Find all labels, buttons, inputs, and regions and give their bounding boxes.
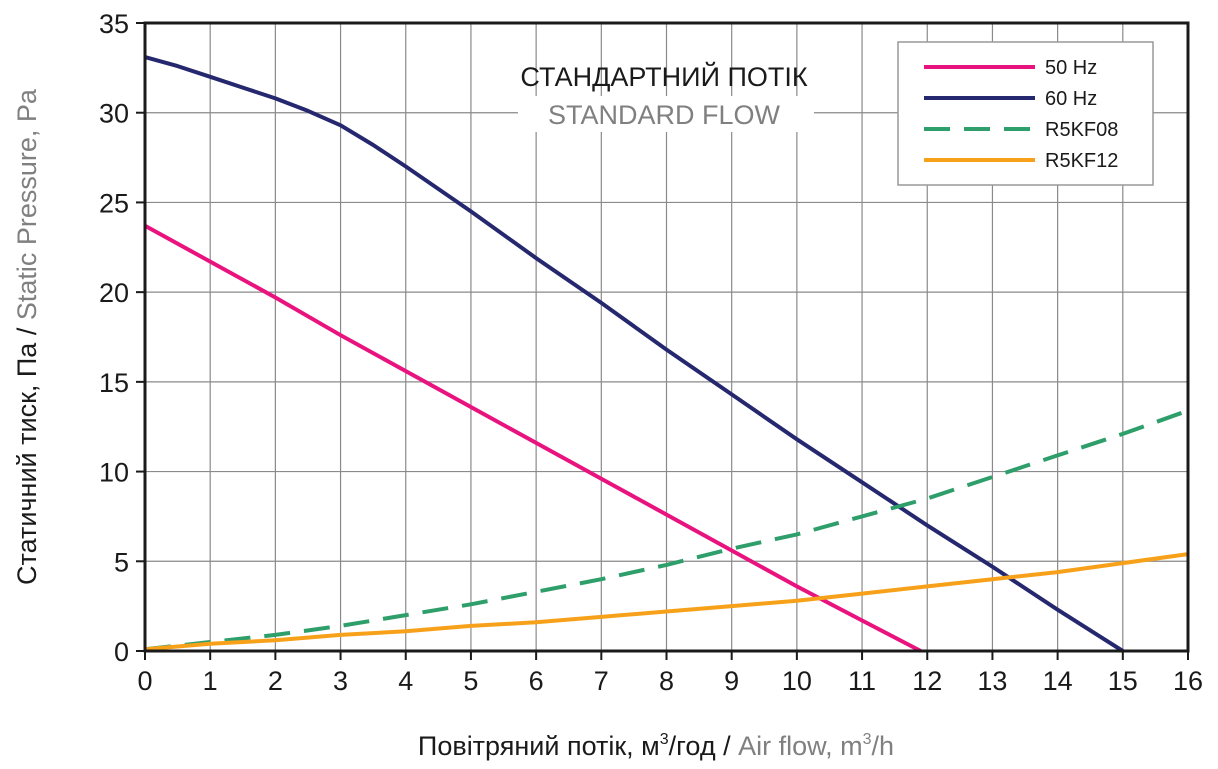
x-tick-label: 9: [724, 666, 739, 696]
series-lines: [144, 55, 1189, 653]
x-tick-label: 5: [463, 666, 478, 696]
y-tick-label: 20: [99, 278, 129, 308]
x-tick-label: 12: [912, 666, 942, 696]
x-tick-label: 0: [137, 666, 152, 696]
x-tick-label: 11: [848, 666, 876, 696]
x-tick-label: 13: [977, 666, 1007, 696]
x-tick-label: 1: [203, 666, 218, 696]
y-tick-label: 10: [99, 458, 129, 488]
y-tick-label: 5: [114, 547, 129, 577]
series-line-1: [144, 55, 1124, 653]
legend-label: R5KF08: [1045, 119, 1118, 141]
series-line-2: [144, 408, 1189, 652]
y-tick-label: 15: [99, 368, 129, 398]
x-tick-label: 4: [398, 666, 413, 696]
series-line-0: [144, 224, 922, 653]
chart-title: СТАНДАРТНИЙ ПОТІК: [520, 61, 808, 92]
y-axis-title: Статичний тиск, Па / Static Pressure, Pa: [12, 88, 42, 585]
legend-items: 50 Hz 60 Hz R5KF08 R5KF12: [924, 57, 1118, 172]
x-tick-label: 16: [1173, 666, 1203, 696]
series-line-3: [144, 552, 1189, 652]
x-tick-label: 7: [594, 666, 609, 696]
x-tick-label: 8: [659, 666, 674, 696]
x-axis-title: Повітряний потік, м3/год / Air flow, m3/…: [418, 731, 894, 761]
legend-label: R5KF12: [1045, 150, 1118, 172]
chart-subtitle: STANDARD FLOW: [548, 100, 781, 130]
y-tick-label: 30: [99, 99, 129, 129]
y-tick-label: 0: [114, 637, 129, 667]
legend-label: 60 Hz: [1045, 88, 1097, 110]
x-tick-label: 2: [268, 666, 283, 696]
title-block: СТАНДАРТНИЙ ПОТІК STANDARD FLOW: [518, 61, 814, 132]
x-tick-label: 6: [529, 666, 544, 696]
subtitle-background: [518, 96, 814, 132]
y-tick-label: 25: [99, 188, 129, 218]
legend-label: 50 Hz: [1045, 57, 1097, 79]
x-tick-label: 3: [333, 666, 348, 696]
x-tick-label: 15: [1108, 666, 1138, 696]
legend: 50 Hz 60 Hz R5KF08 R5KF12: [897, 41, 1154, 186]
y-tick-label: 35: [99, 9, 129, 39]
x-tick-label: 14: [1043, 666, 1073, 696]
x-tick-label: 10: [782, 666, 812, 696]
